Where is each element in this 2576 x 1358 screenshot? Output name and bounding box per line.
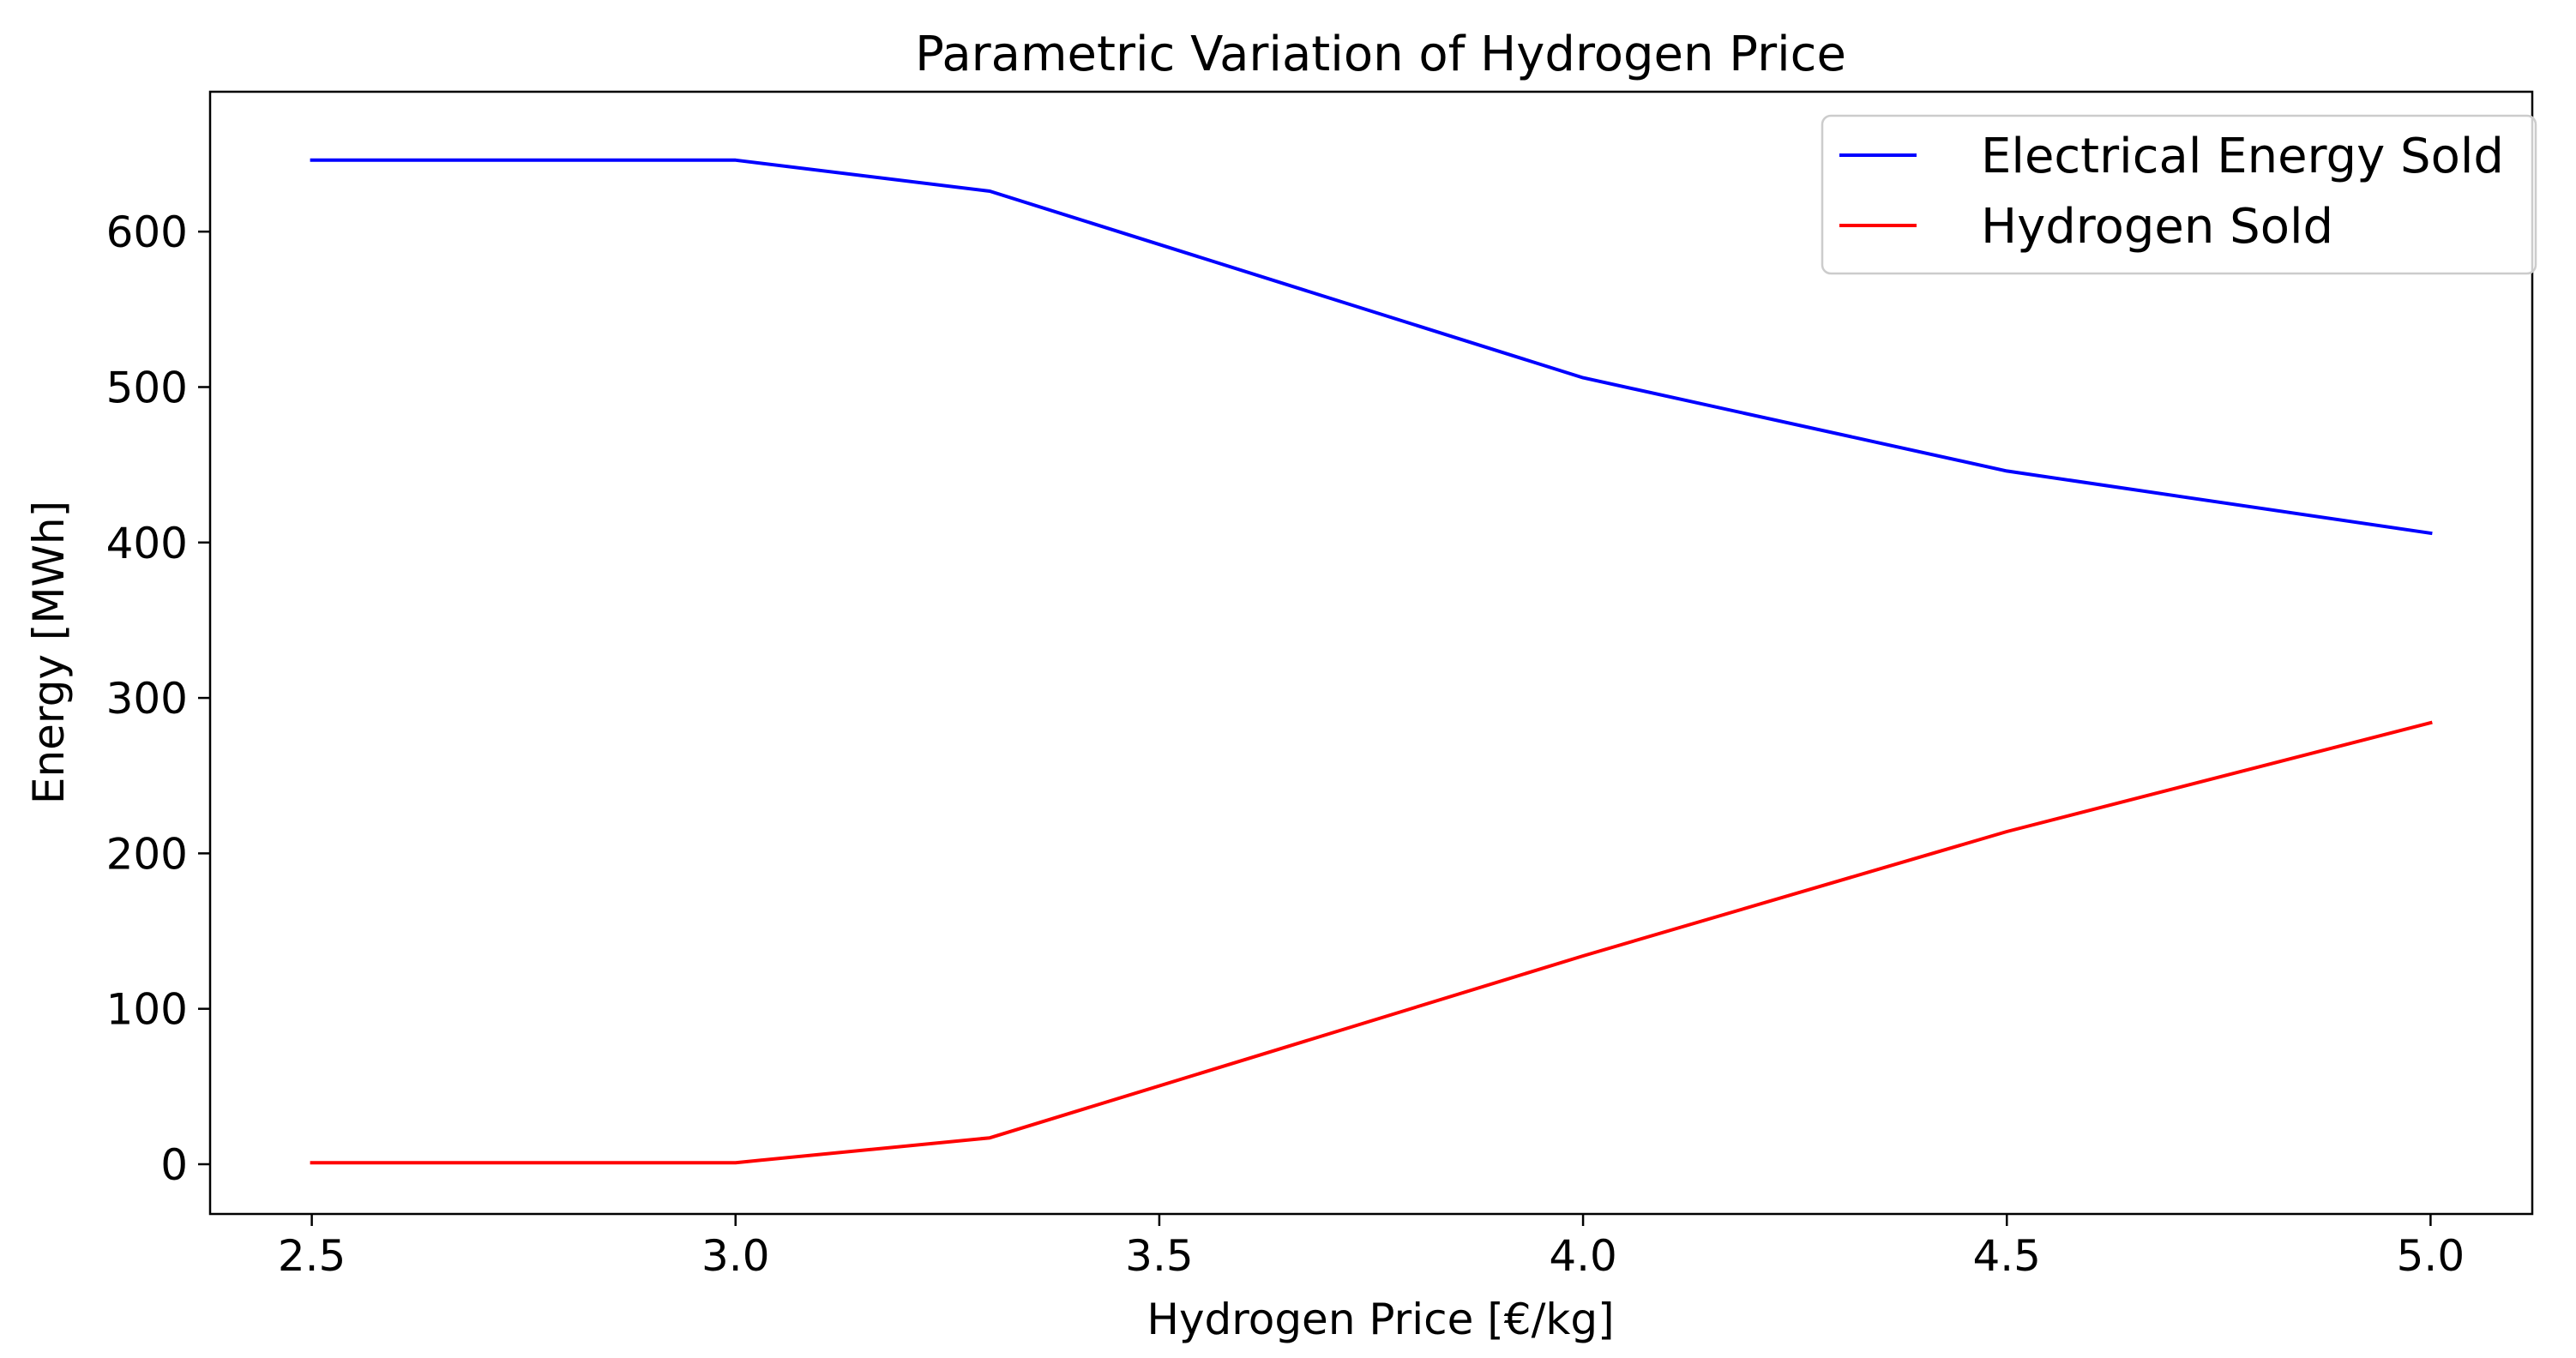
y-tick-label-200: 200: [106, 829, 188, 879]
y-tick-label-600: 600: [106, 207, 188, 257]
y-axis-label: Energy [MWh]: [24, 501, 74, 804]
x-tick-label-4-5: 4.5: [1972, 1231, 2041, 1281]
legend-label-electrical-energy-sold: Electrical Energy Sold: [1981, 129, 2504, 184]
x-tick-label-4-0: 4.0: [1549, 1231, 1617, 1281]
legend-label-hydrogen-sold: Hydrogen Sold: [1981, 199, 2333, 255]
x-tick-label-5-0: 5.0: [2397, 1231, 2465, 1281]
chart-title: Parametric Variation of Hydrogen Price: [915, 27, 1846, 82]
plot-area-frame: [208, 90, 2534, 1216]
x-tick-label-3-5: 3.5: [1125, 1231, 1194, 1281]
legend-box: [1821, 114, 2537, 275]
y-tick-label-0: 0: [160, 1140, 188, 1190]
x-tick-label-3-0: 3.0: [701, 1231, 770, 1281]
series-line-electrical-energy-sold: [310, 158, 2433, 536]
x-axis-label: Hydrogen Price [€/kg]: [1147, 1295, 1614, 1344]
x-tick-label-2-5: 2.5: [278, 1231, 346, 1281]
y-tick-label-100: 100: [106, 985, 188, 1035]
legend: Electrical Energy Sold Hydrogen Sold: [1821, 114, 2537, 275]
y-tick-label-300: 300: [106, 674, 188, 724]
y-tick-label-500: 500: [106, 363, 188, 412]
series-line-hydrogen-sold: [310, 720, 2433, 1165]
x-axis-ticks: 2.5 3.0 3.5 4.0 4.5 5.0: [278, 1214, 2465, 1281]
series-lines: [310, 158, 2433, 1165]
y-tick-label-400: 400: [106, 519, 188, 568]
y-axis-ticks: 0 100 200 300 400 500 600: [106, 207, 210, 1190]
